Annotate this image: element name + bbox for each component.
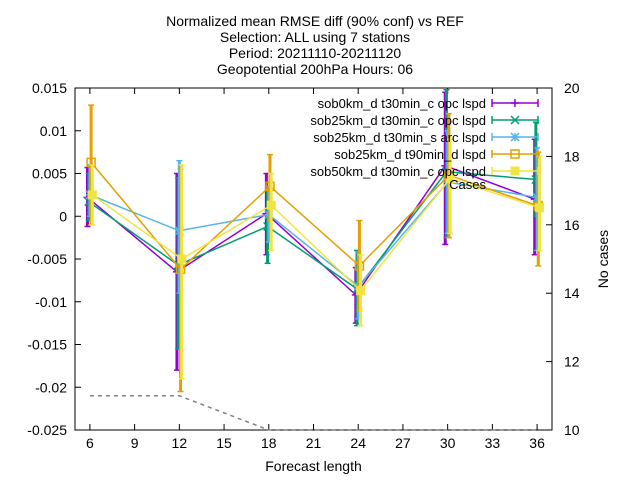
series-line	[88, 171, 536, 290]
data-point	[534, 203, 544, 213]
legend-label: sob0km_d t30min_c opc lspd	[318, 96, 486, 111]
x-tick-label: 36	[529, 435, 545, 451]
chart-title-line: Selection: ALL using 7 stations	[220, 29, 410, 45]
series-line	[90, 161, 539, 271]
y2-axis-ticks: 10 12 14 16 18 20	[546, 80, 580, 438]
data-point	[87, 190, 97, 200]
series-5	[87, 138, 544, 380]
legend: sob0km_d t30min_c opc lspd sob25km_d t30m…	[310, 96, 539, 192]
legend-entry: sob25km_d t30min_s arc lspd	[313, 130, 539, 145]
y2-tick-label: 20	[564, 80, 580, 96]
y-tick-label: -0.01	[35, 294, 67, 310]
x-tick-label: 24	[350, 435, 366, 451]
data-point	[177, 254, 187, 264]
legend-label: sob25km_d t30min_c opc lspd	[310, 113, 486, 128]
x-tick-label: 15	[216, 435, 232, 451]
y-tick-label: 0.015	[32, 80, 67, 96]
y2-tick-label: 18	[564, 148, 580, 164]
y2-tick-label: 16	[564, 217, 580, 233]
legend-entry: sob25km_d t30min_c opc lspd	[310, 113, 539, 128]
y2-tick-label: 10	[564, 422, 580, 438]
x-axis-label: Forecast length	[265, 458, 362, 474]
legend-label: sob25km_d t90min_d lspd	[334, 147, 486, 162]
series-line	[89, 181, 538, 288]
y2-tick-label: 12	[564, 354, 580, 370]
x-tick-label: 6	[86, 435, 94, 451]
x-tick-label: 18	[261, 435, 277, 451]
x-tick-label: 12	[172, 435, 188, 451]
series-2	[84, 88, 541, 350]
y-tick-label: -0.005	[27, 251, 67, 267]
x-tick-label: 33	[485, 435, 501, 451]
data-point	[266, 200, 276, 210]
legend-marker	[510, 149, 520, 159]
legend-entry: sob0km_d t30min_c opc lspd	[318, 96, 539, 111]
series-line	[87, 164, 535, 297]
chart-title: Normalized mean RMSE diff (90% conf) vs …	[166, 13, 464, 77]
chart-title-line: Period: 20211110-20211120	[229, 45, 402, 61]
x-tick-label: 30	[440, 435, 456, 451]
legend-entry: Cases	[449, 177, 486, 192]
legend-marker	[510, 115, 520, 125]
legend-label: Cases	[449, 177, 486, 192]
y-tick-label: 0.005	[32, 166, 67, 182]
data-series	[83, 88, 544, 393]
chart-title-line: Geopotential 200hPa Hours: 06	[217, 61, 413, 77]
data-point	[445, 174, 455, 184]
cases-line	[89, 395, 538, 431]
legend-marker	[510, 132, 520, 142]
y-axis-ticks: -0.025 -0.02 -0.015 -0.01 -0.005 0 0.005 0.01 0.…	[27, 80, 81, 438]
cases-series	[89, 395, 538, 431]
y-tick-label: -0.025	[27, 422, 67, 438]
x-axis-ticks: 6 9 12 15 18 21 24 27 30 33 36	[86, 88, 545, 451]
y-tick-label: -0.02	[35, 379, 67, 395]
y2-axis-label: No cases	[595, 230, 611, 288]
chart-title-line: Normalized mean RMSE diff (90% conf) vs …	[166, 13, 464, 29]
x-tick-label: 21	[306, 435, 322, 451]
y2-tick-label: 14	[564, 285, 580, 301]
y-tick-label: 0	[59, 208, 67, 224]
x-tick-label: 27	[395, 435, 411, 451]
legend-entry: sob25km_d t90min_d lspd	[334, 147, 539, 162]
legend-label: sob50km_d t30min_c opc lspd	[310, 164, 486, 179]
data-point	[356, 286, 366, 296]
series-line	[91, 177, 540, 292]
x-tick-label: 9	[131, 435, 139, 451]
y-tick-label: -0.015	[27, 337, 67, 353]
legend-marker	[510, 166, 520, 176]
legend-label: sob25km_d t30min_s arc lspd	[313, 130, 486, 145]
legend-entry: sob50km_d t30min_c opc lspd	[310, 164, 539, 179]
y-tick-label: 0.01	[40, 123, 67, 139]
